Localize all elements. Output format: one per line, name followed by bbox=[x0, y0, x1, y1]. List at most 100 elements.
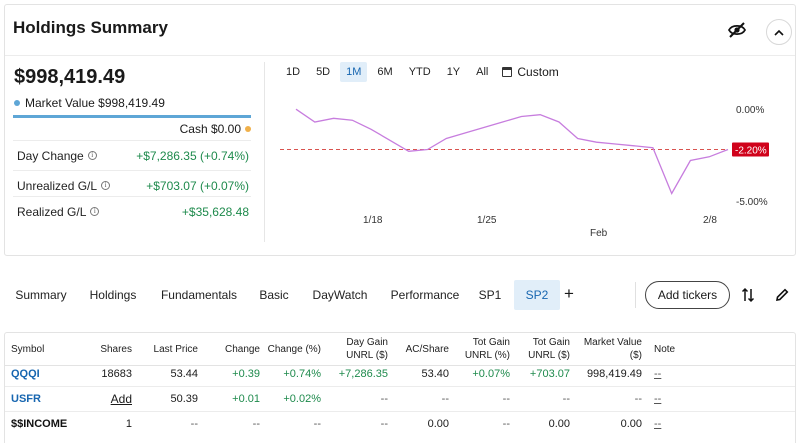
total-value: $998,419.49 bbox=[14, 66, 126, 88]
cell-symbol[interactable]: USFR bbox=[11, 393, 41, 405]
current-value-label: -2.20% bbox=[735, 146, 767, 157]
market-value-dot bbox=[14, 100, 20, 106]
x-tick-label: 1/18 bbox=[363, 215, 383, 226]
cell-note[interactable]: -- bbox=[654, 393, 662, 405]
cell-last-price: 53.44 bbox=[170, 368, 198, 380]
cell-change-pct: +0.74% bbox=[283, 368, 321, 380]
col-note[interactable]: Note bbox=[654, 344, 676, 355]
cell-market-value: 998,419.49 bbox=[586, 368, 642, 380]
col-tot-gain-pct-line2: UNRL (%) bbox=[464, 350, 510, 361]
x-tick-label: 1/25 bbox=[477, 215, 497, 226]
cash-dot bbox=[245, 126, 251, 132]
col-tot-gain-pct-line1: Tot Gain bbox=[472, 337, 510, 348]
range-selector: 1D 5D 1M 6M YTD 1Y All Custom bbox=[280, 62, 563, 82]
cash-label: Cash $0.00 bbox=[179, 122, 241, 136]
col-day-gain[interactable]: Day Gain UNRL ($) bbox=[325, 336, 388, 362]
cell-change: +0.01 bbox=[232, 393, 260, 405]
metric-value: +$703.07 (+0.07%) bbox=[146, 178, 249, 193]
range-all[interactable]: All bbox=[476, 66, 489, 78]
sort-icon[interactable] bbox=[741, 287, 755, 303]
card-title: Holdings Summary bbox=[13, 18, 168, 37]
col-ac-share[interactable]: AC/Share bbox=[405, 344, 449, 355]
table-row: $$INCOME 1 -- -- -- -- 0.00 -- 0.00 0.00… bbox=[5, 412, 795, 437]
edit-pencil-icon[interactable] bbox=[774, 287, 790, 303]
cell-tot-gain-pct: -- bbox=[502, 418, 510, 430]
add-tab-button[interactable]: + bbox=[564, 284, 574, 303]
metric-label: Day Change bbox=[17, 148, 84, 163]
metric-value: +$7,286.35 (+0.74%) bbox=[136, 148, 249, 163]
range-1d[interactable]: 1D bbox=[286, 66, 301, 78]
cell-change-pct: -- bbox=[313, 418, 321, 430]
col-tot-gain-line1: Tot Gain bbox=[532, 337, 570, 348]
holdings-summary-card: Holdings Summary bbox=[4, 4, 796, 256]
cell-symbol[interactable]: QQQI bbox=[11, 368, 40, 380]
col-tot-gain[interactable]: Tot Gain UNRL ($) bbox=[515, 336, 570, 362]
tab-sp1[interactable]: SP1 bbox=[478, 288, 502, 302]
range-custom[interactable]: Custom bbox=[498, 62, 562, 82]
col-change[interactable]: Change bbox=[224, 344, 260, 355]
cell-day-gain: -- bbox=[380, 393, 388, 405]
current-value-badge bbox=[732, 142, 769, 157]
custom-label: Custom bbox=[517, 65, 559, 79]
range-5d[interactable]: 5D bbox=[316, 66, 331, 78]
collapse-button[interactable] bbox=[766, 19, 792, 45]
col-shares[interactable]: Shares bbox=[100, 344, 132, 355]
performance-chart: 0.00% -5.00% -2.20% 1/18 1/25 Feb 2/8 bbox=[280, 105, 769, 239]
col-change-pct[interactable]: Change (%) bbox=[267, 344, 321, 355]
add-shares-link[interactable]: Add bbox=[110, 392, 132, 406]
col-symbol[interactable]: Symbol bbox=[11, 344, 45, 355]
hide-values-icon[interactable] bbox=[727, 21, 747, 39]
info-icon[interactable]: i bbox=[90, 207, 100, 216]
add-tickers-button[interactable]: Add tickers bbox=[645, 281, 730, 309]
range-6m[interactable]: 6M bbox=[377, 66, 393, 78]
x-tick-label: 2/8 bbox=[703, 215, 717, 226]
cell-shares: 1 bbox=[125, 418, 132, 430]
chevron-up-icon bbox=[774, 29, 784, 36]
cell-day-gain: -- bbox=[380, 418, 388, 430]
cell-tot-gain: 0.00 bbox=[548, 418, 570, 430]
metric-label: Realized G/L bbox=[17, 204, 87, 219]
cell-ac-share: 0.00 bbox=[427, 418, 449, 430]
col-tot-gain-line2: UNRL ($) bbox=[528, 350, 570, 361]
tab-performance[interactable]: Performance bbox=[390, 288, 460, 302]
tab-daywatch[interactable]: DayWatch bbox=[312, 288, 368, 302]
tab-fundamentals[interactable]: Fundamentals bbox=[160, 288, 238, 302]
market-value-label: Market Value $998,419.49 bbox=[25, 96, 165, 110]
metric-unrealized-gl: Unrealized G/L i +$703.07 (+0.07%) bbox=[13, 170, 251, 200]
header-divider bbox=[5, 55, 795, 56]
cell-note[interactable]: -- bbox=[654, 418, 662, 430]
cell-tot-gain-pct: -- bbox=[502, 393, 510, 405]
cash-row: Cash $0.00 bbox=[13, 122, 251, 136]
cell-tot-gain: +703.07 bbox=[529, 368, 570, 380]
tab-summary[interactable]: Summary bbox=[15, 288, 67, 302]
cell-last-price: -- bbox=[190, 418, 198, 430]
cell-change-pct: +0.02% bbox=[283, 393, 321, 405]
cell-ac-share: 53.40 bbox=[421, 368, 449, 380]
col-last-price[interactable]: Last Price bbox=[153, 344, 198, 355]
cell-change: -- bbox=[252, 418, 260, 430]
cell-note[interactable]: -- bbox=[654, 368, 662, 380]
calendar-icon bbox=[502, 67, 513, 77]
range-ytd[interactable]: YTD bbox=[408, 66, 431, 78]
info-icon[interactable]: i bbox=[101, 181, 111, 190]
cell-market-value: -- bbox=[634, 393, 642, 405]
x-tick-label: Feb bbox=[590, 228, 608, 239]
table-row: QQQI 18683 53.44 +0.39 +0.74% +7,286.35 … bbox=[5, 362, 795, 387]
range-1y[interactable]: 1Y bbox=[446, 66, 461, 78]
cell-day-gain: +7,286.35 bbox=[338, 368, 388, 380]
market-value-bar bbox=[13, 115, 251, 118]
cell-tot-gain: -- bbox=[562, 393, 570, 405]
cell-symbol[interactable]: $$INCOME bbox=[11, 418, 68, 430]
metric-value: +$35,628.48 bbox=[181, 204, 249, 219]
tab-holdings[interactable]: Holdings bbox=[89, 288, 137, 302]
col-market-value[interactable]: Market Value ($) bbox=[575, 336, 642, 362]
range-1m[interactable]: 1M bbox=[340, 62, 368, 82]
table-header: Symbol Shares Last Price Change Change (… bbox=[5, 333, 795, 366]
col-day-gain-line2: UNRL ($) bbox=[346, 350, 388, 361]
cell-ac-share: -- bbox=[441, 393, 449, 405]
tab-basic[interactable]: Basic bbox=[259, 288, 289, 302]
col-tot-gain-pct[interactable]: Tot Gain UNRL (%) bbox=[455, 336, 510, 362]
y-tick-label: 0.00% bbox=[736, 105, 764, 116]
tab-sp2[interactable]: SP2 bbox=[514, 280, 560, 310]
info-icon[interactable]: i bbox=[87, 151, 97, 160]
